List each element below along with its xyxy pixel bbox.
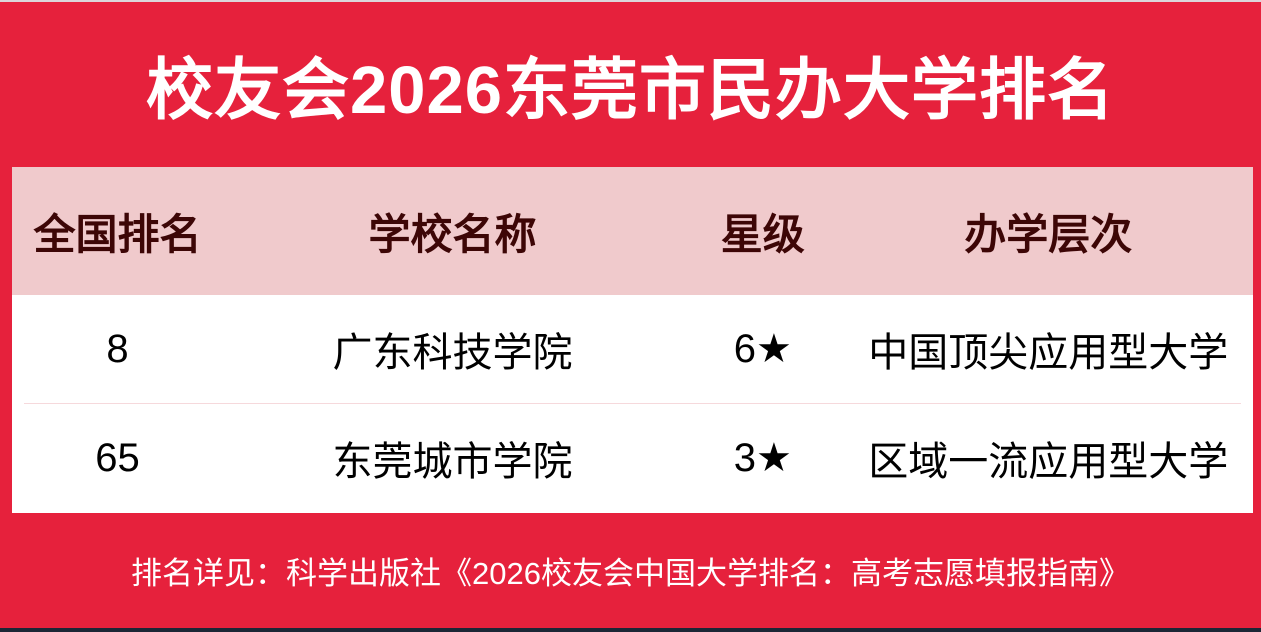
table-row: 65 东莞城市学院 3★ 区域一流应用型大学 xyxy=(12,404,1253,512)
top-edge-line xyxy=(0,0,1261,2)
cell-level: 中国顶尖应用型大学 xyxy=(868,331,1229,375)
column-header-star-level: 星级 xyxy=(720,210,805,258)
column-header-national-rank: 全国排名 xyxy=(33,210,202,258)
cell-star: 6★ xyxy=(733,327,792,371)
ranking-table: 全国排名 学校名称 星级 办学层次 8 广东科技学院 6★ 中国顶尖应用型大学 … xyxy=(12,167,1253,513)
column-header-education-level: 办学层次 xyxy=(964,210,1133,258)
title-band: 校友会2026东莞市民办大学排名 xyxy=(0,2,1261,167)
cell-rank: 8 xyxy=(106,326,129,371)
cell-star: 3★ xyxy=(733,436,792,480)
table-row: 8 广东科技学院 6★ 中国顶尖应用型大学 xyxy=(12,295,1253,403)
table-header-row: 全国排名 学校名称 星级 办学层次 xyxy=(12,167,1253,295)
bottom-edge-line xyxy=(0,628,1261,632)
footer-band: 排名详见：科学出版社《2026校友会中国大学排名：高考志愿填报指南》 xyxy=(0,513,1261,628)
cell-school: 广东科技学院 xyxy=(332,331,573,375)
cell-school: 东莞城市学院 xyxy=(332,440,573,484)
row-divider xyxy=(24,403,1241,404)
cell-level: 区域一流应用型大学 xyxy=(868,440,1229,484)
page-title: 校友会2026东莞市民办大学排名 xyxy=(145,53,1116,128)
column-header-school-name: 学校名称 xyxy=(368,210,537,258)
footer-note: 排名详见：科学出版社《2026校友会中国大学排名：高考志愿填报指南》 xyxy=(131,556,1130,591)
cell-rank: 65 xyxy=(95,435,140,480)
